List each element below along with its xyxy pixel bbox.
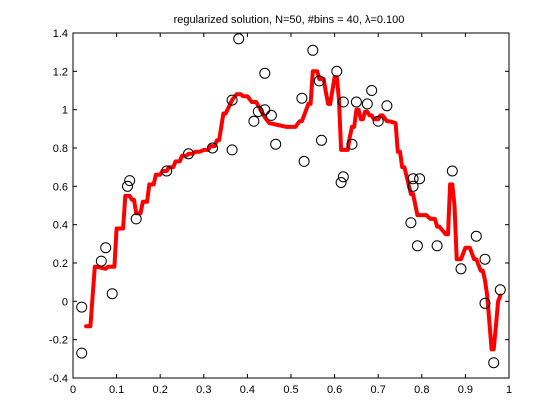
data-point [161,165,173,177]
data-point [307,44,319,56]
data-point [226,144,238,156]
data-point [259,67,271,79]
x-tick-label: 0.4 [240,384,255,396]
y-tick-label: -0.2 [49,335,68,347]
data-point [298,155,310,167]
data-point [226,94,238,106]
data-point [76,347,88,359]
y-tick-label: 0 [62,296,68,308]
data-point [337,96,349,108]
data-point [252,106,264,118]
y-tick-label: 1.2 [53,66,68,78]
y-tick-label: -0.4 [49,373,68,385]
data-point [366,85,378,96]
data-point [414,173,426,185]
x-tick-label: 0.7 [371,384,386,396]
y-tick-label: 0.6 [53,181,68,193]
data-point [455,263,467,275]
data-point [361,98,373,110]
data-point [130,213,142,225]
data-point [331,65,343,77]
x-tick-label: 0.9 [458,384,473,396]
data-point [407,173,419,185]
data-point [446,165,458,177]
x-tick-label: 0 [70,384,76,396]
axis-tick-labels: 0 0.1 0.2 0.3 0.4 0.5 0.6 0.7 0.8 0.9 1 -0.4 -0.2 0 0.… [49,28,512,396]
y-tick-label: 0.8 [53,143,68,155]
data-point [183,148,194,160]
data-point [76,301,88,313]
data-point [431,240,443,252]
data-point [259,104,271,116]
data-points [76,33,506,369]
x-tick-label: 1 [506,384,512,396]
y-tick-label: 0.2 [53,258,68,270]
y-tick-label: 0.4 [53,220,68,232]
data-point [100,242,112,254]
data-point [494,284,506,296]
plot-area [72,32,510,379]
x-tick-label: 0.8 [414,384,429,396]
data-point [479,297,491,309]
data-point [470,230,482,242]
data-point [95,255,107,267]
data-point [316,134,327,146]
data-point [207,142,218,154]
x-tick-label: 0.6 [327,384,342,396]
data-point [381,100,393,112]
data-point [346,138,358,150]
x-tick-label: 0.2 [153,384,168,396]
data-point [265,109,277,121]
data-point [350,96,362,108]
axis-ticks [72,32,510,379]
data-point [106,288,118,300]
data-point [313,75,325,87]
data-point [335,177,347,188]
data-point [407,180,419,192]
data-point [124,175,136,187]
data-point [270,138,282,150]
x-tick-label: 0.5 [283,384,298,396]
data-point [372,115,384,127]
data-point [479,253,491,265]
chart-title: regularized solution, N=50, #bins = 40, … [174,14,405,26]
data-point [248,115,260,127]
y-tick-label: 1 [62,105,68,117]
data-point [337,171,349,183]
data-point [296,92,308,104]
x-tick-label: 0.3 [196,384,211,396]
data-point [488,357,500,369]
data-point [233,33,245,45]
data-point [411,240,423,252]
x-tick-label: 0.1 [109,384,124,396]
data-point [405,217,417,229]
data-point [122,180,133,192]
y-tick-label: 1.4 [53,28,68,40]
